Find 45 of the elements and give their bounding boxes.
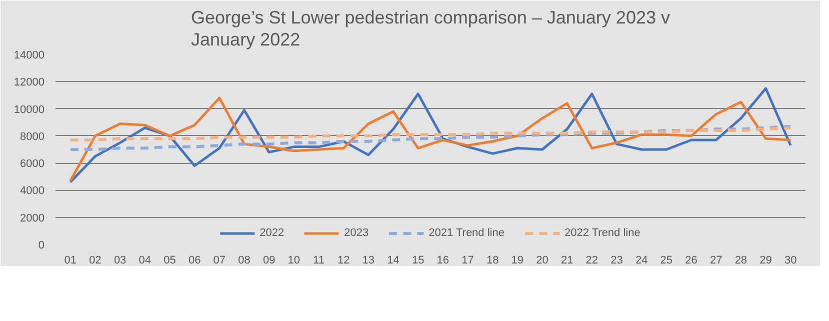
x-tick-label: 07 <box>213 254 226 266</box>
y-tick-label: 10000 <box>14 104 45 116</box>
y-tick-label: 14000 <box>14 50 45 62</box>
x-tick-label: 02 <box>89 254 102 266</box>
x-tick-label: 05 <box>164 254 176 266</box>
x-tick-label: 17 <box>462 254 474 266</box>
legend-label: 2023 <box>344 226 369 240</box>
x-tick-label: 23 <box>610 254 623 266</box>
x-tick-label: 01 <box>64 254 77 266</box>
x-tick-label: 08 <box>238 254 250 266</box>
y-tick-label: 4000 <box>20 185 45 198</box>
x-tick-label: 15 <box>412 254 424 266</box>
x-tick-label: 13 <box>362 254 375 266</box>
x-tick-label: 26 <box>685 254 698 266</box>
y-tick-label: 8000 <box>20 130 45 143</box>
x-tick-label: 16 <box>436 254 450 266</box>
y-tick-label: 0 <box>38 240 45 252</box>
y-tick-label: 12000 <box>14 76 45 89</box>
x-tick-label: 29 <box>760 254 772 266</box>
x-tick-label: 28 <box>734 254 748 266</box>
x-tick-label: 24 <box>635 254 648 266</box>
x-tick-label: 10 <box>288 254 300 266</box>
line-series <box>68 126 792 142</box>
x-tick-label: 03 <box>114 254 126 266</box>
legend-label: 2022 Trend line <box>564 226 640 240</box>
legend-label: 2022 <box>260 226 284 240</box>
x-tick-label: 04 <box>138 254 152 266</box>
x-tick-label: 22 <box>586 254 598 266</box>
x-tick-label: 09 <box>262 254 276 266</box>
chart-title: George’s St Lower pedestrian comparison – January 2023 v January 2022 <box>191 8 670 50</box>
y-tick-label: 6000 <box>20 158 45 170</box>
y-tick-label: 2000 <box>20 212 45 224</box>
x-tick-label: 19 <box>511 254 524 266</box>
x-tick-label: 12 <box>337 254 350 266</box>
x-tick-label: 30 <box>784 254 797 266</box>
x-tick-label: 27 <box>710 254 722 266</box>
line-series <box>68 124 792 151</box>
x-tick-label: 21 <box>560 254 574 266</box>
x-tick-label: 18 <box>486 254 499 266</box>
x-tick-label: 20 <box>536 254 548 266</box>
legend-label: 2021 Trend line <box>428 226 504 240</box>
x-tick-label: 14 <box>387 254 400 266</box>
x-tick-label: 25 <box>660 254 673 266</box>
x-tick-label: 06 <box>188 254 201 266</box>
x-tick-label: 11 <box>313 254 324 266</box>
